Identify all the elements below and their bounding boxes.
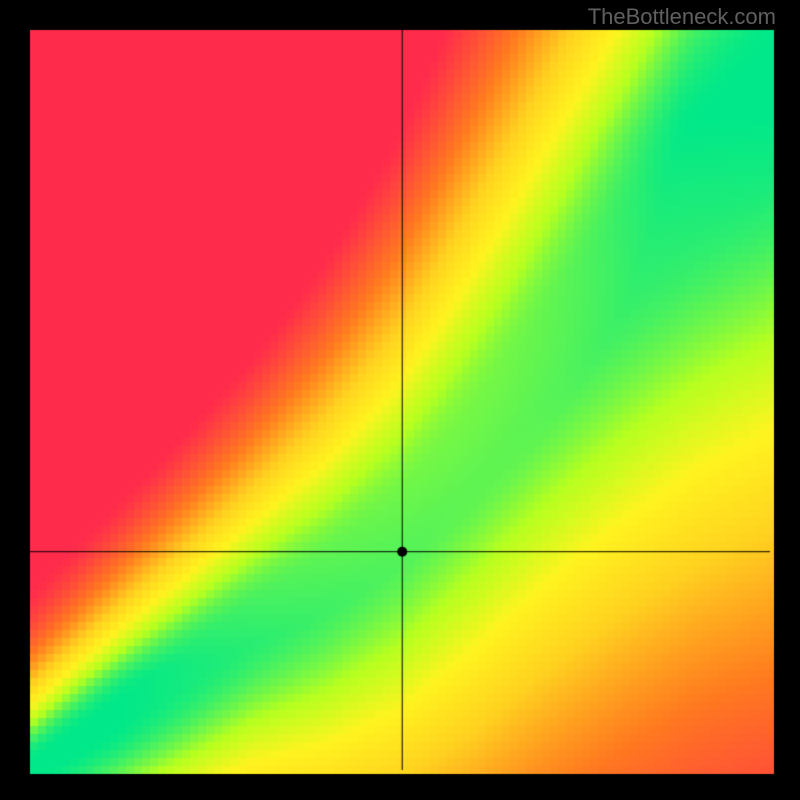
chart-container: TheBottleneck.com (0, 0, 800, 800)
watermark-text: TheBottleneck.com (588, 4, 776, 30)
bottleneck-heatmap (0, 0, 800, 800)
